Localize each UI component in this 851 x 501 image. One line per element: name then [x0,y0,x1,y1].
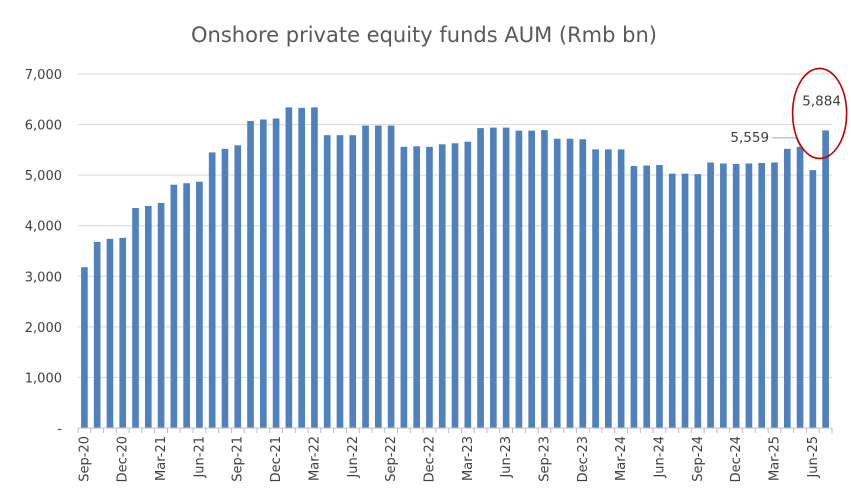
bar [668,173,676,428]
bar [400,146,408,428]
x-tick-label: Mar-25 [767,436,782,481]
y-tick-label: 6,000 [25,119,62,134]
bar [106,238,114,428]
bar [592,149,599,428]
bar [298,107,305,428]
x-tick-label: Mar-21 [154,436,169,481]
bar [681,173,689,428]
bar [515,130,523,428]
bar [451,143,459,428]
bar [285,107,293,428]
bar [208,152,216,428]
bar [362,125,369,428]
bar [93,241,101,428]
bar [656,165,663,428]
y-tick-label: 7,000 [25,68,62,83]
bar [822,130,829,428]
bar [783,148,791,428]
bar [707,162,714,428]
bar [311,107,318,428]
bar [387,125,395,428]
x-tick-label: Jun-25 [806,436,821,479]
x-tick-label: Sep-24 [691,436,706,482]
bar [553,138,561,429]
bar [796,146,804,428]
x-tick-label: Mar-23 [461,436,476,481]
x-tick-label: Dec-24 [729,436,744,482]
bar [323,135,331,428]
bar [809,170,817,428]
chart-title: Onshore private equity funds AUM (Rmb bn… [191,23,657,47]
bar [170,184,178,428]
bar [771,162,778,428]
x-tick-label: Sep-23 [537,436,552,482]
bar [464,141,472,428]
x-tick-label: Dec-21 [269,436,284,482]
bar [643,165,651,428]
bar [132,208,139,428]
bar [272,118,280,428]
bar [119,237,127,428]
bar [196,181,203,428]
x-axis: Sep-20 Dec-20 Mar-21 Jun-21 Sep-21 Dec-21 Mar-… [77,427,833,482]
bar [745,163,753,428]
bar [336,135,344,428]
bar [183,183,190,428]
bar [617,149,625,428]
bar [157,202,165,428]
y-tick-label: 4,000 [25,220,62,235]
bar [144,205,152,428]
bar [259,119,267,428]
bar [426,146,433,428]
highlight-circle [791,67,848,160]
bar [221,148,229,428]
annotations: 5,559 5,884 [730,67,848,160]
bar [579,139,587,429]
bar [732,164,740,428]
x-tick-label: Jun-21 [192,436,207,479]
bar [375,125,382,428]
x-tick-label: Jun-22 [346,436,361,479]
data-label: 5,884 [802,93,841,109]
bar [541,130,548,428]
y-tick-label: - [57,422,62,437]
bar [566,138,574,429]
y-tick-label: 3,000 [25,270,62,285]
x-tick-label: Dec-22 [422,436,437,482]
bar [234,145,242,428]
x-tick-label: Mar-22 [307,436,322,481]
data-label: 5,559 [730,130,769,146]
y-axis: - 1,000 2,000 3,000 4,000 5,000 6,000 7,000 [25,68,63,437]
bar [630,166,638,429]
bar [349,135,357,428]
bar [528,130,536,428]
x-tick-label: Jun-23 [499,436,514,479]
bar [438,144,446,429]
x-tick-label: Sep-22 [384,436,399,482]
x-tick-label: Jun-24 [652,436,667,479]
bar [477,128,484,429]
y-tick-label: 5,000 [25,169,62,184]
bar [413,146,420,428]
bar [490,127,497,429]
bars [81,107,829,429]
x-tick-label: Dec-20 [116,436,131,482]
x-tick-label: Sep-20 [77,436,92,482]
x-tick-label: Dec-23 [576,436,591,482]
bar [247,121,254,428]
bar [81,267,88,428]
x-tick-label: Sep-21 [231,436,246,482]
bar [758,163,766,428]
y-tick-label: 1,000 [25,371,62,386]
bar [720,163,727,428]
bar [605,149,612,428]
x-tick-label: Mar-24 [614,436,629,481]
y-tick-label: 2,000 [25,321,62,336]
bar [502,127,510,429]
bar [694,174,702,428]
